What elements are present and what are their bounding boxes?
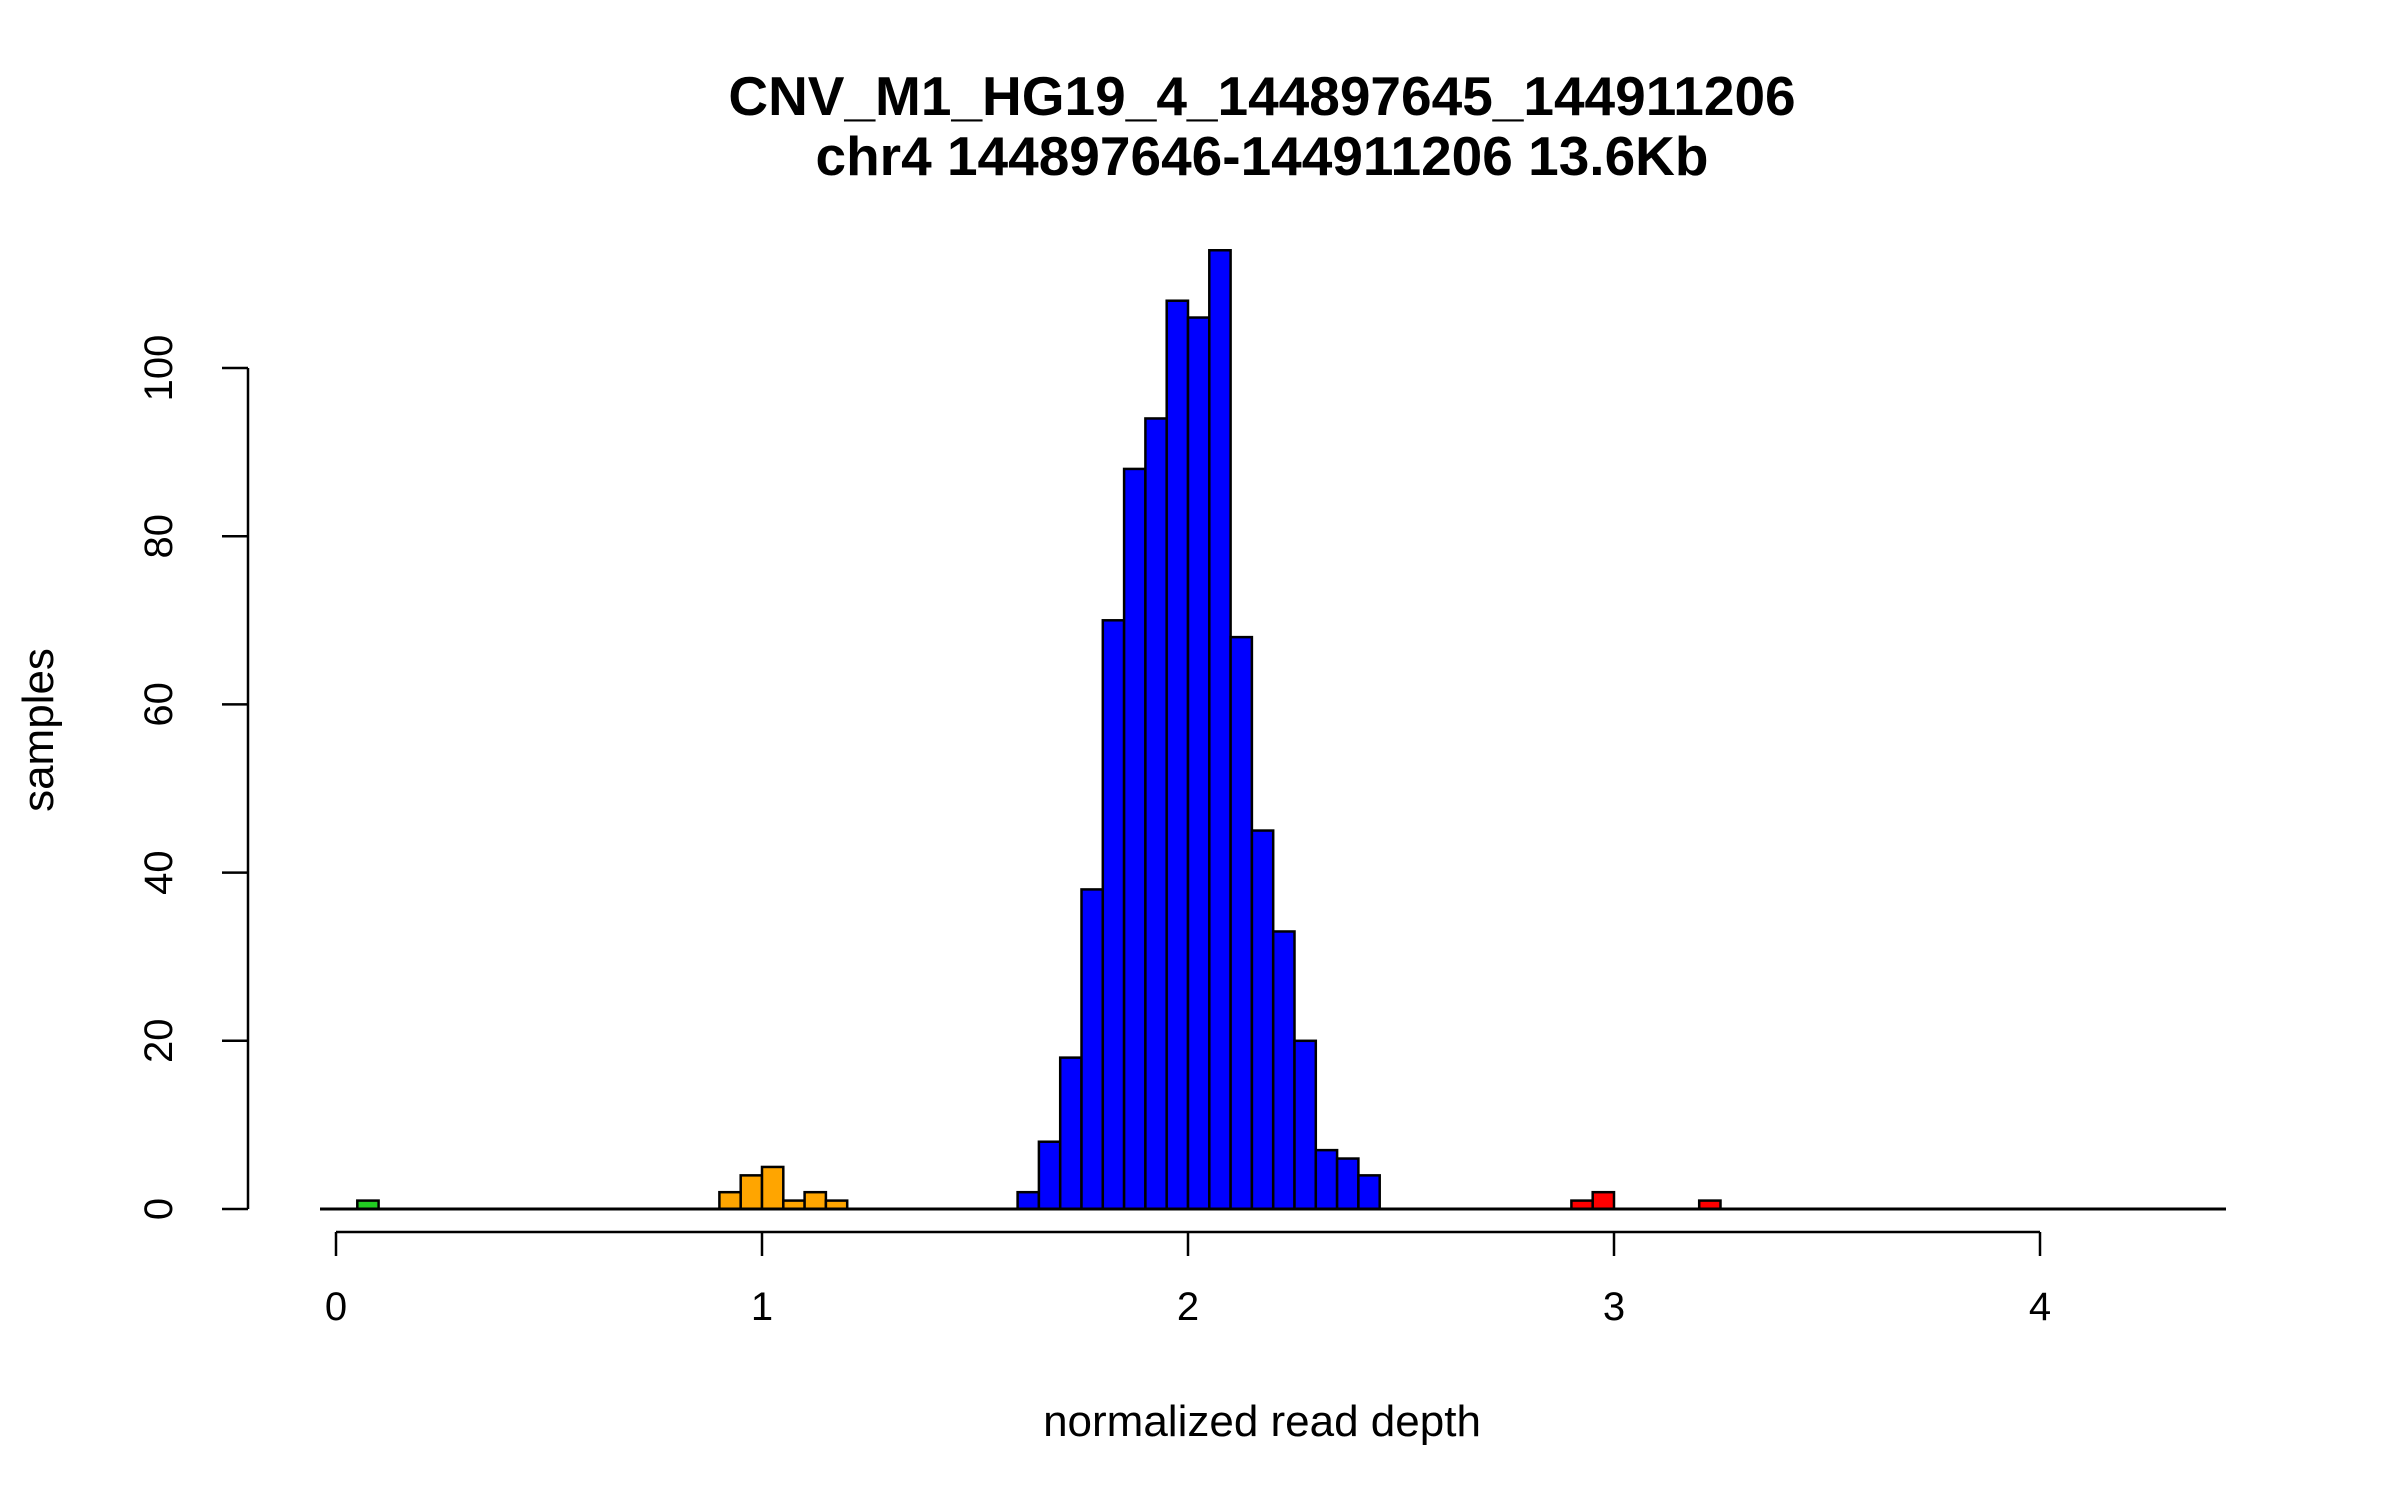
chart-title: CNV_M1_HG19_4_144897645_144911206 [728,65,1795,127]
x-tick-label: 4 [2029,1285,2051,1329]
x-tick-label: 1 [751,1285,773,1329]
y-axis: 0 20 40 60 80 100 [137,335,250,1220]
histogram-bar [1122,467,1147,1211]
histogram-bar [803,1190,828,1211]
y-tick-label: 40 [137,850,181,895]
x-tick-label: 2 [1177,1285,1199,1329]
histogram-bar [1165,299,1190,1211]
histogram-bar [1314,1148,1339,1211]
y-axis-label: samples [14,648,63,812]
histogram-bar [1101,619,1126,1211]
histogram-bar [1208,249,1232,1211]
histogram-bar [1186,316,1211,1211]
x-tick-label: 3 [1603,1285,1625,1329]
histogram-bar [1229,635,1254,1211]
histogram-bar [1080,888,1105,1211]
chart-subtitle: chr4 144897646-144911206 13.6Kb [816,125,1709,187]
histogram-bar [1293,1039,1318,1211]
histogram-bar [1058,1056,1083,1211]
histogram-bars [356,249,1722,1211]
y-tick-label: 20 [137,1019,181,1064]
y-tick-label: 60 [137,682,181,727]
histogram-bar [1037,1140,1062,1211]
x-axis-label: normalized read depth [1043,1397,1481,1446]
histogram-bar [1335,1157,1360,1211]
histogram-bar [1271,930,1296,1211]
y-tick-label: 0 [137,1198,181,1220]
histogram-bar [1250,829,1275,1211]
histogram-bar [1357,1174,1381,1211]
x-tick-label: 0 [325,1285,347,1329]
histogram-bar [760,1165,785,1211]
histogram-bar [1144,417,1168,1211]
y-tick-label: 80 [137,514,181,559]
x-axis: 0 1 2 3 4 [325,1230,2051,1329]
histogram-bar [739,1174,764,1211]
histogram-bar [1016,1190,1041,1211]
y-tick-label: 100 [137,335,181,402]
histogram-bar [718,1190,742,1211]
histogram-bar [1591,1190,1616,1211]
